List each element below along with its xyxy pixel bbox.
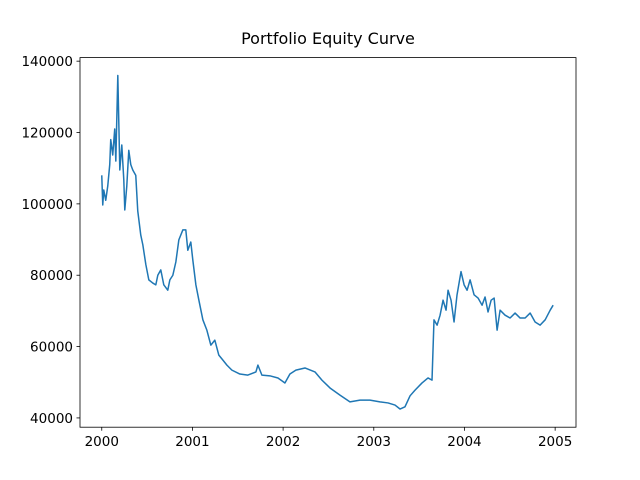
y-tick-label: 40000 <box>30 411 73 427</box>
y-tick-label: 120000 <box>21 126 73 142</box>
x-tick-label: 2004 <box>447 434 481 450</box>
chart-title: Portfolio Equity Curve <box>241 29 415 48</box>
y-tick-label: 140000 <box>21 54 73 70</box>
y-tick-label: 100000 <box>21 197 73 213</box>
x-tick-label: 2005 <box>538 434 572 450</box>
x-tick-label: 2000 <box>85 434 119 450</box>
y-tick-label: 60000 <box>30 340 73 356</box>
line-series <box>101 74 554 410</box>
x-tick-label: 2002 <box>266 434 300 450</box>
axes-frame <box>79 57 577 428</box>
x-tick-label: 2001 <box>175 434 209 450</box>
y-tick-label: 80000 <box>30 268 73 284</box>
x-tick-label: 2003 <box>357 434 391 450</box>
